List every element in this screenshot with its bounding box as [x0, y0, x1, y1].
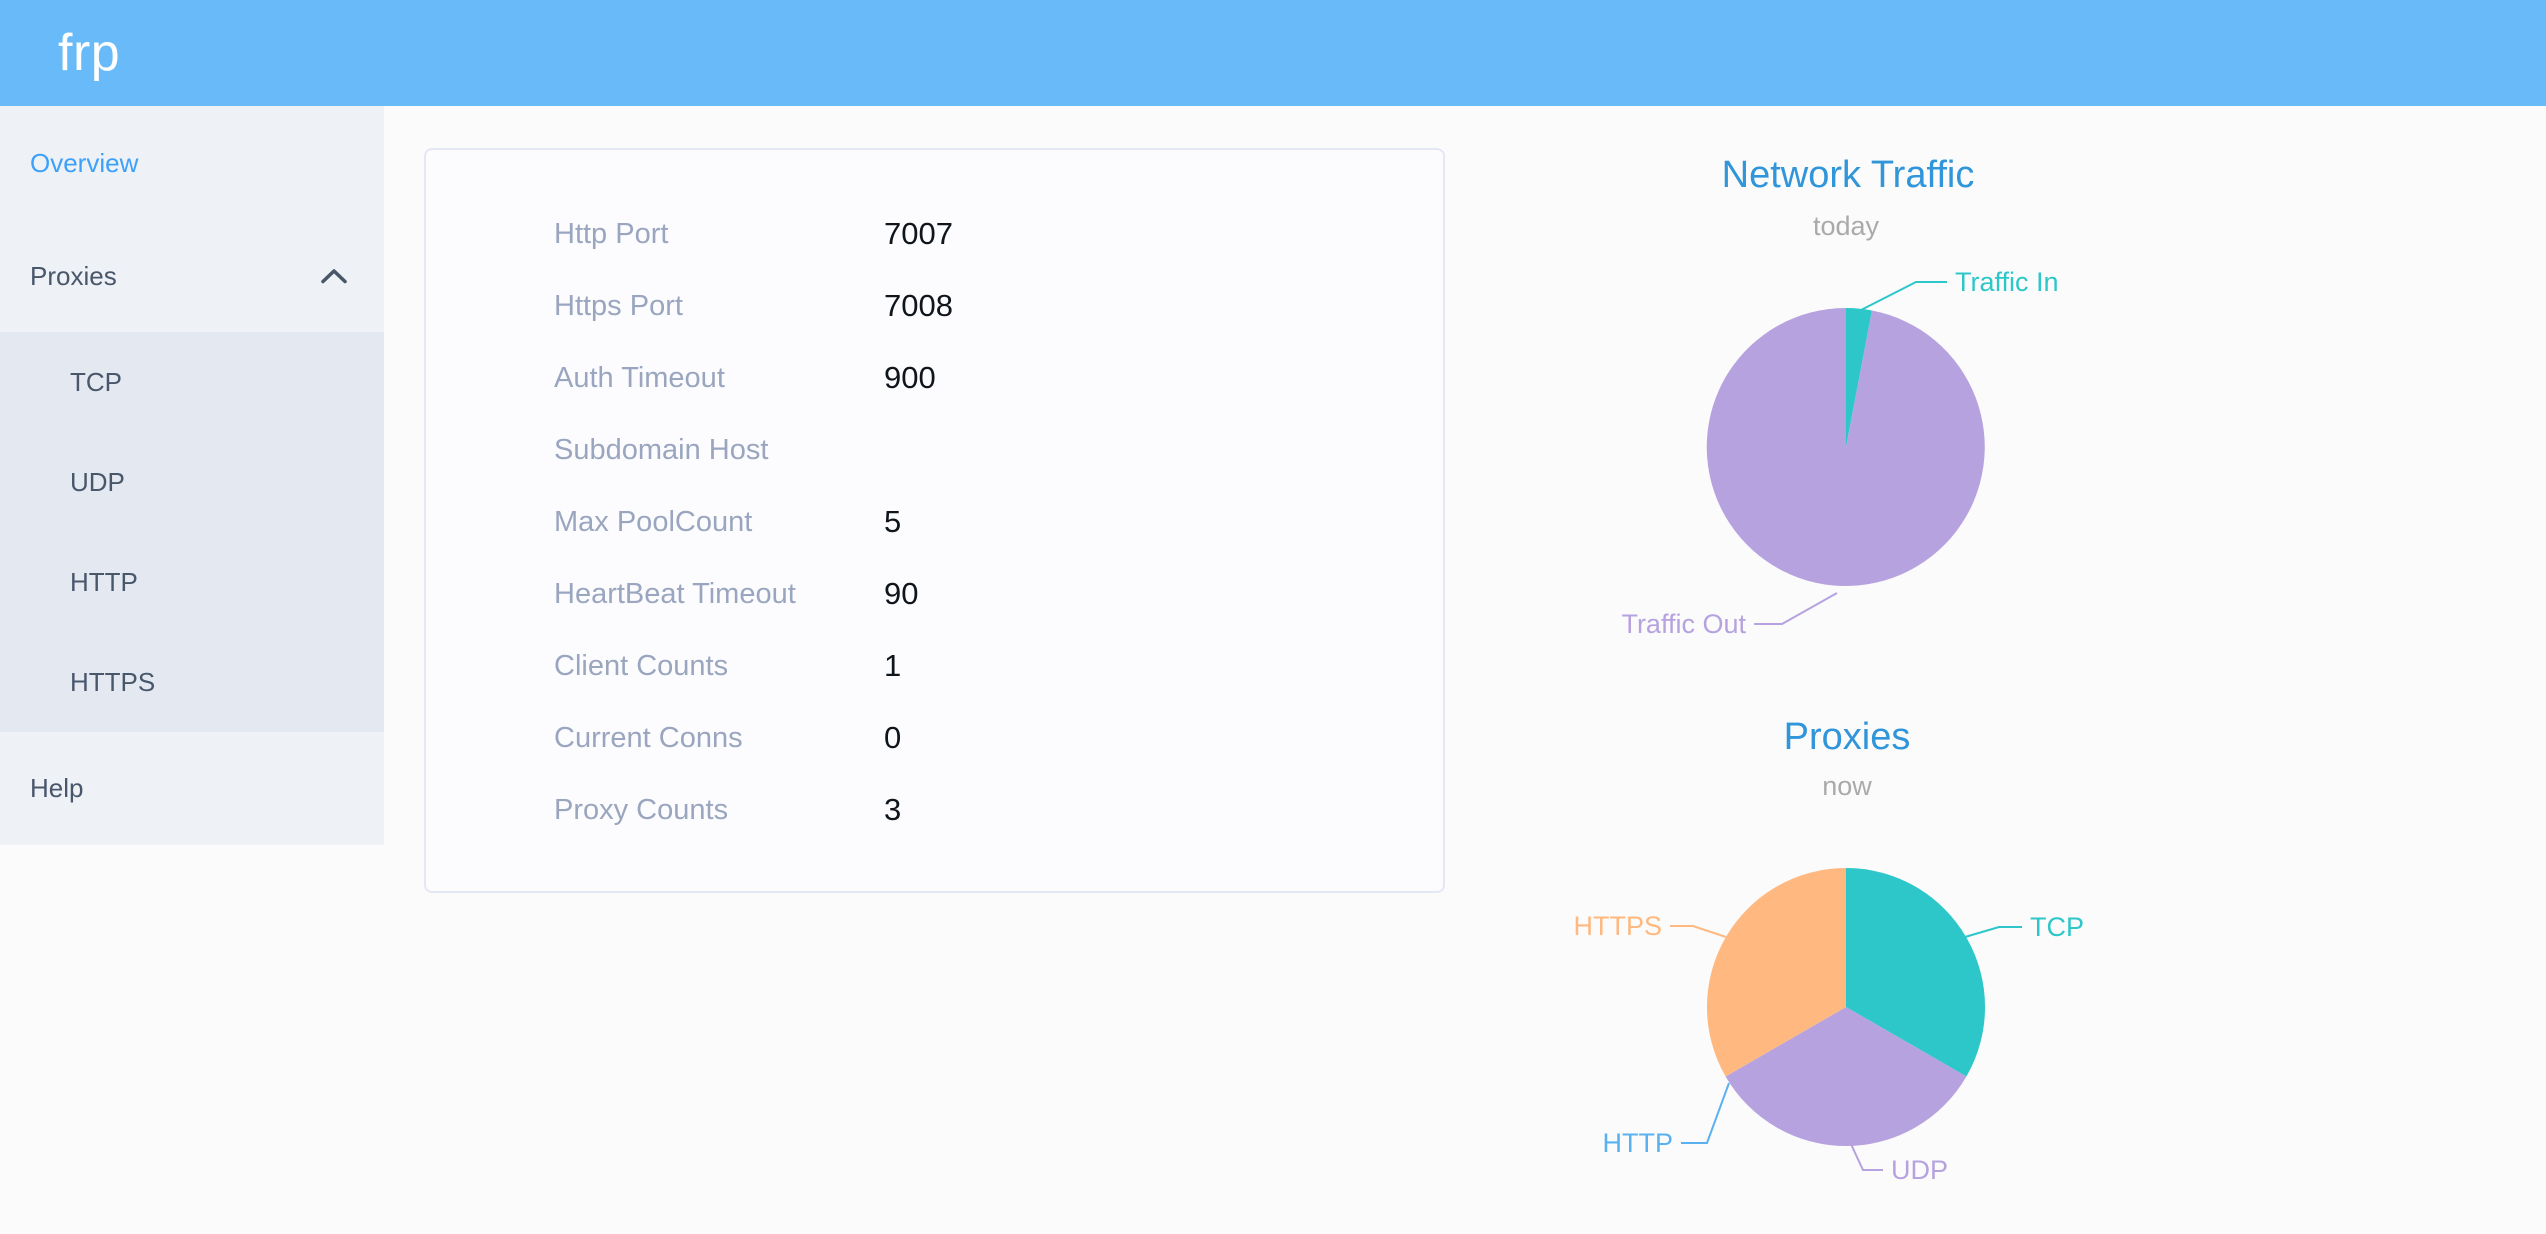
pie-label-udp: UDP	[1891, 1155, 1948, 1185]
pie-label-https: HTTPS	[1573, 911, 1662, 941]
info-value: 7008	[884, 288, 953, 323]
info-row-https-port: Https Port 7008	[426, 270, 1443, 342]
info-value: 7007	[884, 216, 953, 251]
info-label: Auth Timeout	[554, 361, 725, 394]
pie-slice-traffic-in[interactable]	[1846, 308, 1872, 447]
chart-title: Proxies	[1784, 716, 1911, 758]
info-label: Https Port	[554, 289, 683, 322]
sidebar-item-label: UDP	[70, 466, 125, 497]
pie-label-line	[1670, 925, 1727, 938]
proxies-chart: Proxies now TCP UDP HTTP HTTPS	[1573, 716, 2084, 1185]
info-label: Client Counts	[554, 649, 729, 682]
pie-slice-tcp[interactable]	[1846, 868, 1986, 1077]
sidebar-item-tcp[interactable]: TCP	[0, 332, 384, 432]
info-label: Current Conns	[554, 721, 743, 754]
info-value: 5	[884, 504, 902, 539]
pie-label-tcp: TCP	[2030, 912, 2084, 942]
info-label: Http Port	[554, 217, 669, 250]
pie-label-traffic-out: Traffic Out	[1621, 609, 1746, 639]
pie-label-line	[1754, 592, 1838, 625]
pie-label-line	[1964, 926, 2022, 938]
info-value: 90	[884, 576, 919, 611]
info-row-http-port: Http Port 7007	[426, 198, 1443, 270]
pie-label-line	[1849, 1141, 1883, 1171]
sidebar-item-label: TCP	[70, 366, 122, 397]
info-row-proxy-counts: Proxy Counts 3	[426, 774, 1443, 846]
pie-label-traffic-in: Traffic In	[1955, 267, 2059, 297]
sidebar-item-overview[interactable]: Overview	[0, 106, 384, 220]
chart-subtitle: now	[1822, 771, 1872, 801]
pie-slice-udp[interactable]	[1725, 1007, 1967, 1147]
chevron-up-icon	[321, 269, 347, 284]
info-row-subdomain-host: Subdomain Host	[426, 414, 1443, 486]
pie-label-line	[1681, 1082, 1730, 1144]
pie-slice-traffic-out[interactable]	[1706, 307, 1985, 586]
info-label: Subdomain Host	[554, 433, 769, 466]
info-label: Proxy Counts	[554, 793, 729, 826]
sidebar-item-https[interactable]: HTTPS	[0, 632, 384, 732]
info-row-current-conns: Current Conns 0	[426, 702, 1443, 774]
app-logo: frp	[58, 24, 121, 82]
pie-label-line	[1860, 281, 1947, 311]
info-value: 0	[884, 720, 902, 755]
server-info-card: Http Port 7007 Https Port 7008 Auth Time…	[424, 148, 1445, 893]
info-row-heartbeat-timeout: HeartBeat Timeout 90	[426, 558, 1443, 630]
sidebar-item-label: Help	[30, 773, 84, 803]
chart-title: Network Traffic	[1722, 154, 1975, 196]
proxies-submenu: TCP UDP HTTP HTTPS	[0, 332, 384, 732]
pie-slice-https[interactable]	[1706, 868, 1846, 1077]
sidebar-item-http[interactable]: HTTP	[0, 532, 384, 632]
sidebar-item-label: HTTP	[70, 566, 138, 597]
sidebar-item-label: Overview	[30, 147, 139, 178]
info-row-auth-timeout: Auth Timeout 900	[426, 342, 1443, 414]
info-label: HeartBeat Timeout	[554, 577, 796, 610]
sidebar-item-help[interactable]: Help	[0, 732, 384, 845]
chart-subtitle: today	[1813, 211, 1880, 241]
network-traffic-chart: Network Traffic today Traffic In Traffic Ou…	[1621, 154, 2059, 639]
info-row-max-poolcount: Max PoolCount 5	[426, 486, 1443, 558]
sidebar-item-label: Proxies	[30, 260, 117, 291]
info-value: 900	[884, 360, 936, 395]
pie-label-http: HTTP	[1603, 1128, 1674, 1158]
app-header: frp	[0, 0, 2546, 106]
sidebar-item-udp[interactable]: UDP	[0, 432, 384, 532]
sidebar-menu: Overview Proxies TCP UDP HTTP HTTPS Help	[0, 106, 384, 845]
sidebar-item-proxies[interactable]: Proxies	[0, 220, 384, 332]
info-row-client-counts: Client Counts 1	[426, 630, 1443, 702]
info-value: 1	[884, 648, 902, 683]
info-label: Max PoolCount	[554, 505, 753, 538]
sidebar-item-label: HTTPS	[70, 666, 156, 697]
info-value: 3	[884, 792, 902, 827]
